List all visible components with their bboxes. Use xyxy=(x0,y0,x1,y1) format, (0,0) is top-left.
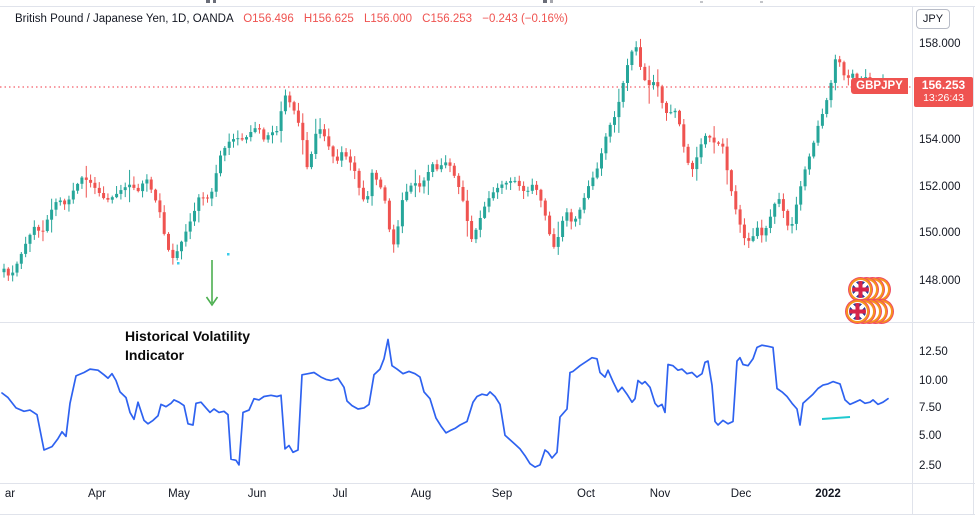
indicator-scale-label: 7.50 xyxy=(919,402,942,414)
cropped-text-artifact xyxy=(213,0,216,3)
time-scale-label: ar xyxy=(4,488,16,500)
indicator-title-line2: Indicator xyxy=(125,347,185,363)
panel-right-border xyxy=(973,6,974,515)
ohlc-change: −0.243 (−0.16%) xyxy=(482,13,568,25)
indicator-scale-label: 12.50 xyxy=(919,346,948,358)
cyan-speck xyxy=(227,253,230,256)
time-scale-label: Apr xyxy=(88,488,106,500)
ohlc-high: H156.625 xyxy=(303,13,354,25)
price-scale-label: 150.000 xyxy=(919,227,961,239)
time-scale-label: Nov xyxy=(649,488,671,500)
panel-bottom-border xyxy=(0,514,975,515)
last-price-box: 156.253 13:26:43 xyxy=(914,77,973,107)
cropped-text-artifact xyxy=(543,0,547,3)
symbol-legend[interactable]: British Pound / Japanese Yen, 1D, OANDA … xyxy=(15,13,568,25)
price-scale-label: 158.000 xyxy=(919,38,961,50)
time-axis-border xyxy=(0,483,975,484)
ohlc-low: L156.000 xyxy=(364,13,412,25)
price-scale-label: 148.000 xyxy=(919,275,961,287)
pane-divider[interactable] xyxy=(0,322,975,323)
time-scale-label: Aug xyxy=(410,488,432,500)
price-scale-label: 152.000 xyxy=(919,181,961,193)
cropped-text-artifact xyxy=(550,0,553,3)
candlestick-series xyxy=(2,38,889,282)
last-price-value: 156.253 xyxy=(921,78,966,92)
time-scale-label: May xyxy=(168,488,190,500)
price-scale-border xyxy=(912,6,913,514)
bar-countdown: 13:26:43 xyxy=(923,92,964,104)
currency-toggle-button[interactable]: JPY xyxy=(916,9,950,29)
time-scale-label: Sep xyxy=(491,488,513,500)
volatility-line[interactable] xyxy=(1,338,889,468)
indicator-scale-label: 10.00 xyxy=(919,375,948,387)
indicator-title: Historical Volatility Indicator xyxy=(125,327,250,365)
time-scale-label: Jun xyxy=(247,488,267,500)
uk-flag-coin-icon xyxy=(846,300,869,323)
down-arrow-head-icon xyxy=(205,296,219,307)
ohlc-close: C156.253 xyxy=(422,13,473,25)
indicator-scale-label: 5.00 xyxy=(919,430,942,442)
time-scale-label: Oct xyxy=(577,488,595,500)
cropped-text-artifact xyxy=(206,0,210,3)
indicator-title-line1: Historical Volatility xyxy=(125,328,250,344)
time-scale-label: 2022 xyxy=(815,488,841,500)
cropped-text-artifact xyxy=(760,1,763,3)
time-scale-label: Dec xyxy=(730,488,752,500)
uk-flag-coin-icon xyxy=(849,278,872,301)
teal-dash-annotation xyxy=(821,416,851,420)
symbol-price-tag: GBPJPY xyxy=(851,78,908,94)
ohlc-open: O156.496 xyxy=(243,13,294,25)
symbol-title: British Pound / Japanese Yen, 1D, OANDA xyxy=(15,13,233,25)
time-scale-label: Jul xyxy=(332,488,348,500)
panel-top-border xyxy=(0,6,975,7)
price-scale-label: 154.000 xyxy=(919,134,961,146)
indicator-scale-label: 2.50 xyxy=(919,460,942,472)
cyan-speck xyxy=(177,262,180,265)
cropped-text-artifact xyxy=(700,1,703,3)
